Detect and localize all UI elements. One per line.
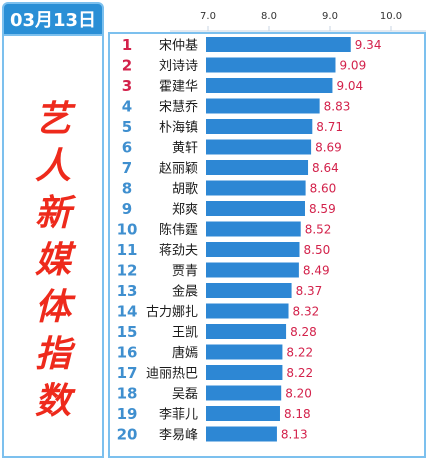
category-label: 贾青 (172, 264, 198, 279)
category-label: 刘诗诗 (159, 59, 198, 74)
bar (206, 242, 300, 257)
category-label: 黄轩 (172, 141, 198, 156)
bar (206, 160, 309, 175)
value-label: 9.09 (339, 59, 366, 73)
value-label: 8.49 (303, 264, 330, 278)
left-title-panel (2, 36, 104, 458)
bar (206, 180, 306, 196)
rank-label: 5 (122, 118, 132, 136)
rank-label: 19 (117, 405, 138, 423)
category-label: 霍建华 (159, 80, 198, 95)
value-label: 9.34 (355, 38, 382, 52)
value-label: 8.52 (305, 223, 332, 237)
rank-label: 3 (122, 77, 132, 95)
rank-label: 17 (117, 364, 138, 382)
bar (206, 365, 283, 380)
bar (206, 57, 336, 73)
bar (206, 262, 299, 278)
date-badge: 03月13日 (2, 2, 104, 36)
rank-label: 18 (117, 385, 138, 403)
rank-label: 10 (117, 221, 138, 239)
bar (206, 37, 351, 52)
bar (206, 324, 287, 339)
value-label: 8.64 (312, 161, 339, 175)
category-label: 宋慧乔 (159, 99, 198, 115)
value-label: 8.69 (315, 141, 342, 155)
rank-label: 1 (122, 36, 132, 54)
value-label: 8.18 (284, 407, 311, 421)
category-label: 唐嫣 (172, 345, 198, 361)
category-label: 赵丽颖 (159, 162, 198, 177)
x-tick-label: 9.0 (322, 11, 338, 22)
value-label: 8.37 (296, 284, 323, 298)
bar (206, 221, 301, 237)
category-label: 郑爽 (172, 203, 198, 218)
rank-label: 6 (122, 139, 132, 157)
rank-label: 15 (117, 323, 138, 341)
bar (206, 98, 320, 114)
title-char: 指 (34, 334, 71, 375)
title-char: 媒 (34, 240, 71, 281)
bar (206, 139, 312, 155)
bar (206, 406, 280, 421)
rank-label: 7 (122, 159, 132, 177)
rank-label: 16 (117, 344, 138, 362)
category-label: 宋仲基 (159, 39, 198, 54)
category-label: 朴海镇 (159, 121, 198, 136)
title-char: 新 (34, 193, 71, 234)
bar (206, 426, 277, 442)
rank-label: 12 (117, 262, 138, 280)
title-char: 数 (34, 381, 71, 422)
category-label: 吴磊 (172, 387, 198, 402)
value-label: 8.50 (304, 243, 331, 257)
bar (206, 385, 282, 401)
title-char: 体 (34, 287, 71, 328)
value-label: 8.22 (286, 366, 313, 380)
vertical-title: 艺 人 新 媒 体 指 数 (14, 96, 92, 425)
bar (206, 303, 289, 319)
date-label: 03月13日 (9, 10, 97, 31)
value-label: 8.32 (293, 305, 320, 319)
value-label: 8.60 (310, 182, 337, 196)
category-label: 王凯 (172, 326, 198, 341)
category-label: 胡歌 (172, 182, 198, 197)
value-label: 8.20 (285, 387, 312, 401)
value-label: 8.59 (309, 202, 336, 216)
bar (206, 283, 292, 298)
rank-label: 4 (122, 98, 132, 116)
category-label: 李易峰 (159, 428, 198, 443)
bar (206, 201, 305, 216)
rank-label: 20 (117, 426, 138, 444)
rank-label: 13 (117, 282, 138, 300)
value-label: 8.71 (316, 120, 343, 134)
category-label: 李菲儿 (159, 408, 198, 423)
bar (206, 78, 333, 93)
x-tick-label: 8.0 (261, 11, 277, 22)
rank-label: 9 (122, 200, 132, 218)
value-label: 8.22 (286, 346, 313, 360)
title-char: 艺 (34, 99, 71, 140)
value-label: 8.28 (290, 325, 317, 339)
category-label: 古力娜扎 (146, 305, 198, 320)
rank-label: 14 (117, 303, 138, 321)
title-char: 人 (34, 146, 71, 187)
category-label: 陈伟霆 (159, 222, 198, 238)
rank-label: 11 (117, 241, 138, 259)
value-label: 9.04 (336, 79, 363, 93)
category-label: 迪丽热巴 (146, 367, 198, 382)
value-label: 8.83 (324, 100, 351, 114)
value-label: 8.13 (281, 428, 308, 442)
bar (206, 119, 313, 134)
x-tick-label: 7.0 (200, 11, 216, 22)
rank-label: 2 (122, 57, 132, 75)
x-tick-label: 10.0 (380, 11, 402, 22)
category-label: 蒋劲夫 (159, 244, 198, 259)
category-label: 金晨 (172, 284, 198, 300)
rank-label: 8 (122, 180, 132, 198)
bar (206, 344, 283, 360)
